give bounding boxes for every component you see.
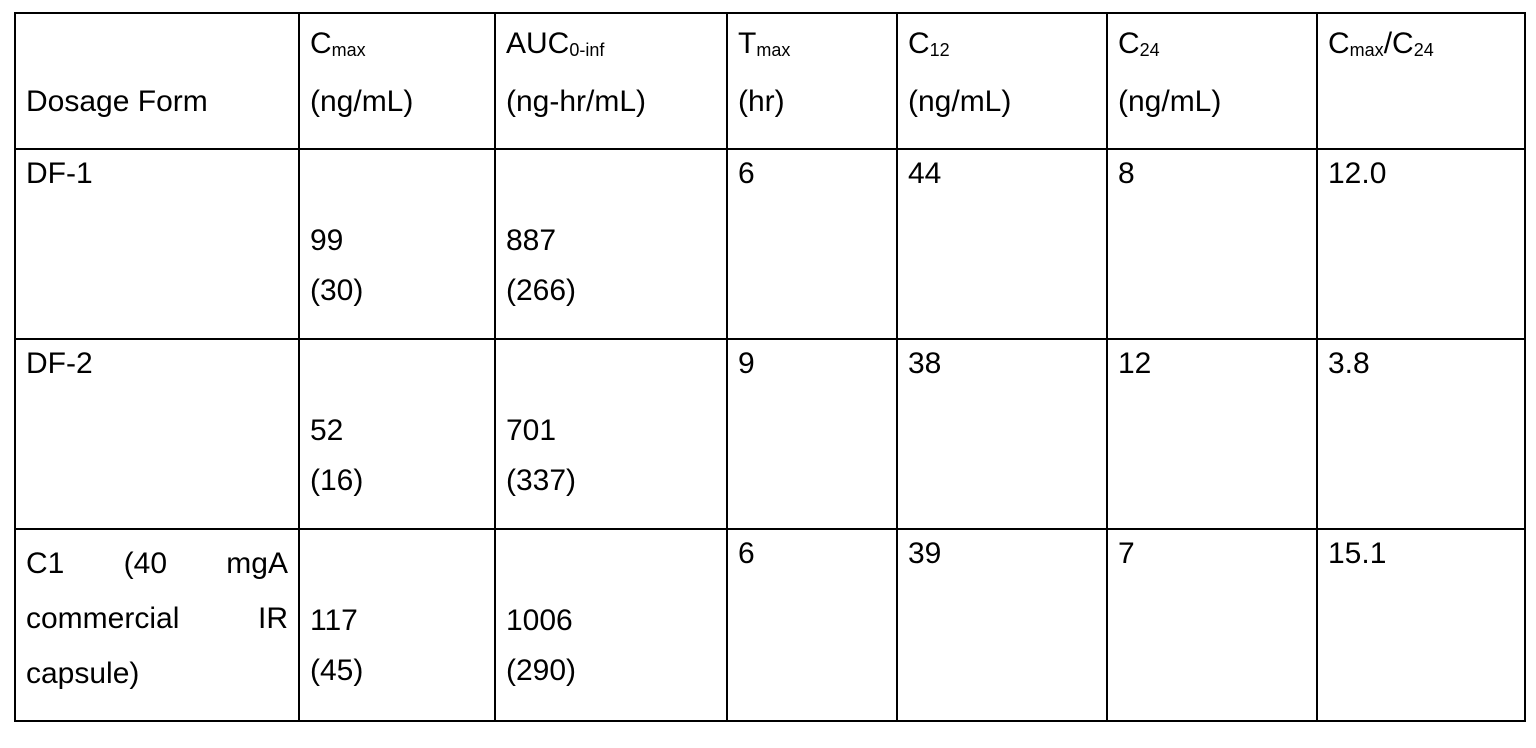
cell-c24: 7 xyxy=(1106,528,1318,722)
auc-value: 887 xyxy=(506,224,557,257)
header-symbol: C xyxy=(1118,27,1140,60)
cell-dosage-form: DF-1 xyxy=(14,148,300,340)
cell-ratio: 3.8 xyxy=(1316,338,1526,530)
header-symbol: T xyxy=(738,27,757,60)
table-header-row: Dosage Form Cmax (ng/mL) AUC0-inf (ng-hr… xyxy=(14,12,1526,150)
header-subscript: 12 xyxy=(929,40,950,60)
header-label: Dosage Form xyxy=(26,85,208,118)
cmax-value: 117 xyxy=(310,604,358,637)
header-symbol: C xyxy=(1328,27,1350,60)
pk-table-container: Dosage Form Cmax (ng/mL) AUC0-inf (ng-hr… xyxy=(14,12,1526,722)
cell-auc: 887 (266) xyxy=(494,148,728,340)
auc-sd: (290) xyxy=(506,654,577,687)
cmax-value: 52 xyxy=(310,414,344,447)
auc-sd: (337) xyxy=(506,464,577,497)
header-cmax: Cmax (ng/mL) xyxy=(298,12,496,150)
cell-c12: 39 xyxy=(896,528,1108,722)
pk-parameters-table: Dosage Form Cmax (ng/mL) AUC0-inf (ng-hr… xyxy=(14,12,1526,722)
cell-cmax: 117 (45) xyxy=(298,528,496,722)
header-subscript: max xyxy=(756,40,791,60)
header-subscript: 24 xyxy=(1139,40,1160,60)
dosage-form-line: C1 (40 mgA xyxy=(26,547,288,580)
cell-auc: 701 (337) xyxy=(494,338,728,530)
table-row: C1 (40 mgA commercial IR capsule) 117 (4… xyxy=(14,528,1526,722)
header-dosage-form: Dosage Form xyxy=(14,12,300,150)
header-subscript: max xyxy=(1349,40,1384,60)
cell-tmax: 6 xyxy=(726,148,898,340)
table-row: DF-2 52 (16) 701 (337) 9 38 12 3.8 xyxy=(14,338,1526,530)
auc-value: 701 xyxy=(506,414,557,447)
cell-c24: 12 xyxy=(1106,338,1318,530)
header-unit: (hr) xyxy=(738,85,785,118)
cmax-sd: (45) xyxy=(310,654,364,687)
cell-dosage-form: C1 (40 mgA commercial IR capsule) xyxy=(14,528,300,722)
cell-ratio: 12.0 xyxy=(1316,148,1526,340)
auc-value: 1006 xyxy=(506,604,573,637)
dosage-form-line: DF-2 xyxy=(26,347,93,380)
cell-cmax: 99 (30) xyxy=(298,148,496,340)
header-auc: AUC0-inf (ng-hr/mL) xyxy=(494,12,728,150)
cell-c12: 44 xyxy=(896,148,1108,340)
header-symbol: AUC xyxy=(506,27,570,60)
dosage-form-line: DF-1 xyxy=(26,157,93,190)
cell-c24: 8 xyxy=(1106,148,1318,340)
header-subscript: 0-inf xyxy=(569,40,605,60)
cell-auc: 1006 (290) xyxy=(494,528,728,722)
cmax-sd: (16) xyxy=(310,464,364,497)
cell-dosage-form: DF-2 xyxy=(14,338,300,530)
header-symbol-rest: /C xyxy=(1383,27,1414,60)
header-unit: (ng/mL) xyxy=(1118,85,1222,118)
cmax-sd: (30) xyxy=(310,274,364,307)
table-row: DF-1 99 (30) 887 (266) 6 44 8 12.0 xyxy=(14,148,1526,340)
auc-sd: (266) xyxy=(506,274,577,307)
header-unit: (ng/mL) xyxy=(908,85,1012,118)
dosage-form-line: capsule) xyxy=(26,657,140,690)
cell-tmax: 9 xyxy=(726,338,898,530)
header-unit: (ng-hr/mL) xyxy=(506,85,647,118)
header-unit: (ng/mL) xyxy=(310,85,414,118)
header-subscript: max xyxy=(331,40,366,60)
cell-cmax: 52 (16) xyxy=(298,338,496,530)
header-cmax-c24-ratio: Cmax/C24 xyxy=(1316,12,1526,150)
cell-tmax: 6 xyxy=(726,528,898,722)
header-symbol: C xyxy=(908,27,930,60)
header-symbol: C xyxy=(310,27,332,60)
header-tmax: Tmax (hr) xyxy=(726,12,898,150)
header-c24: C24 (ng/mL) xyxy=(1106,12,1318,150)
cmax-value: 99 xyxy=(310,224,344,257)
cell-c12: 38 xyxy=(896,338,1108,530)
header-c12: C12 (ng/mL) xyxy=(896,12,1108,150)
header-subscript-2: 24 xyxy=(1413,40,1434,60)
dosage-form-line: commercial IR xyxy=(26,602,288,635)
cell-ratio: 15.1 xyxy=(1316,528,1526,722)
